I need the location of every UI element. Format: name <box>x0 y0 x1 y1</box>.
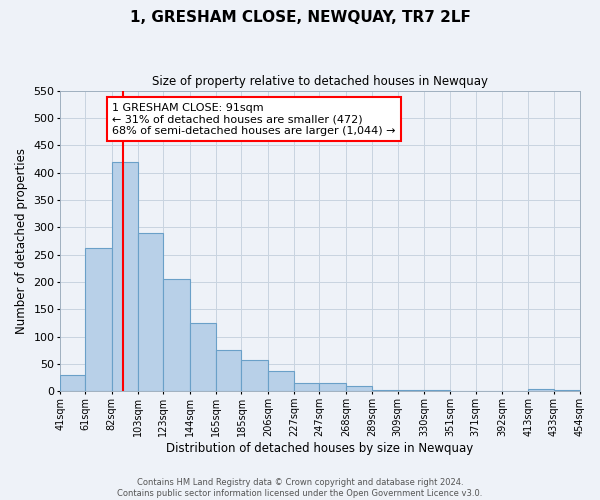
Text: 1, GRESHAM CLOSE, NEWQUAY, TR7 2LF: 1, GRESHAM CLOSE, NEWQUAY, TR7 2LF <box>130 10 470 25</box>
Text: Contains HM Land Registry data © Crown copyright and database right 2024.
Contai: Contains HM Land Registry data © Crown c… <box>118 478 482 498</box>
Bar <box>241 360 268 392</box>
Bar <box>138 233 163 392</box>
Bar <box>554 390 580 392</box>
Bar <box>163 278 190 392</box>
Bar <box>319 383 346 392</box>
Bar <box>476 391 502 392</box>
Bar <box>60 375 85 392</box>
Bar <box>502 391 529 392</box>
Bar <box>295 383 319 392</box>
Bar <box>424 390 451 392</box>
Bar <box>373 390 398 392</box>
Text: 1 GRESHAM CLOSE: 91sqm
← 31% of detached houses are smaller (472)
68% of semi-de: 1 GRESHAM CLOSE: 91sqm ← 31% of detached… <box>112 102 396 136</box>
Bar <box>112 162 138 392</box>
Bar <box>529 388 554 392</box>
X-axis label: Distribution of detached houses by size in Newquay: Distribution of detached houses by size … <box>166 442 474 455</box>
Bar <box>398 390 424 392</box>
Bar <box>346 386 373 392</box>
Y-axis label: Number of detached properties: Number of detached properties <box>15 148 28 334</box>
Bar <box>85 248 112 392</box>
Title: Size of property relative to detached houses in Newquay: Size of property relative to detached ho… <box>152 75 488 88</box>
Bar <box>451 391 476 392</box>
Bar <box>190 323 216 392</box>
Bar <box>216 350 241 392</box>
Bar <box>268 370 295 392</box>
